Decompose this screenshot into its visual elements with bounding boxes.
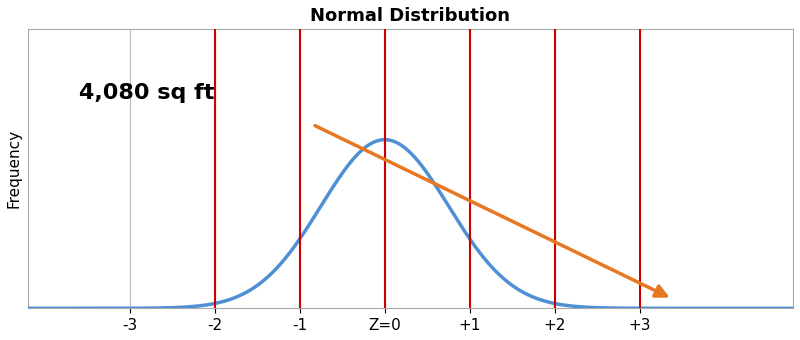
- Y-axis label: Frequency: Frequency: [7, 129, 22, 208]
- Text: 4,080 sq ft: 4,080 sq ft: [78, 83, 214, 103]
- Title: Normal Distribution: Normal Distribution: [310, 7, 510, 25]
